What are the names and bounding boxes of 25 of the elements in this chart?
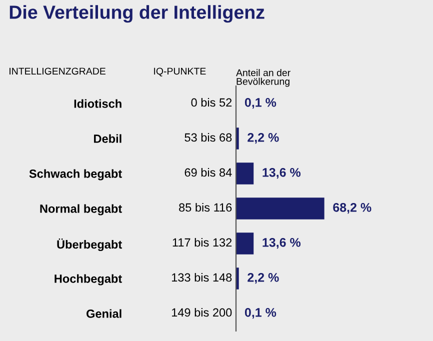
y-tick-label: Debil [94,134,122,143]
data-label: 0,1 % [244,308,276,319]
y-tick-label: Überbegabt [57,238,122,252]
chart-title: Die Verteilung der Intelligenz [10,5,264,23]
text: INTELLIGENZGRADE [10,68,106,75]
data-label: 68,2 % [333,203,372,214]
y-tick-label: Hochbegabt [54,274,122,286]
data-label: 13,6 % [262,168,301,179]
text: 0 bis 52 [191,98,232,107]
y-tick-label: Schwach begabt [29,169,122,180]
text: 133 bis 148 [172,272,232,282]
text: 69 bis 84 [184,168,232,177]
text: IQ-PUNKTE [154,68,206,76]
text: 117 bis 132 [172,238,232,247]
data-label: 2,2 % [248,133,279,144]
text: 149 bis 200 [172,308,232,317]
y-tick-label: Genial [86,309,122,318]
y-tick-label: Idiotisch [74,99,122,108]
data-label: 13,6 % [262,238,301,249]
y-tick-label: Normal begabt [40,204,122,216]
data-label: 0,1 % [244,98,276,109]
text: 85 bis 116 [179,202,232,212]
text: 53 bis 68 [184,132,232,142]
data-label: 2,2 % [248,273,279,284]
x-axis-title: Anteil an der Bevölkerung [236,69,290,87]
